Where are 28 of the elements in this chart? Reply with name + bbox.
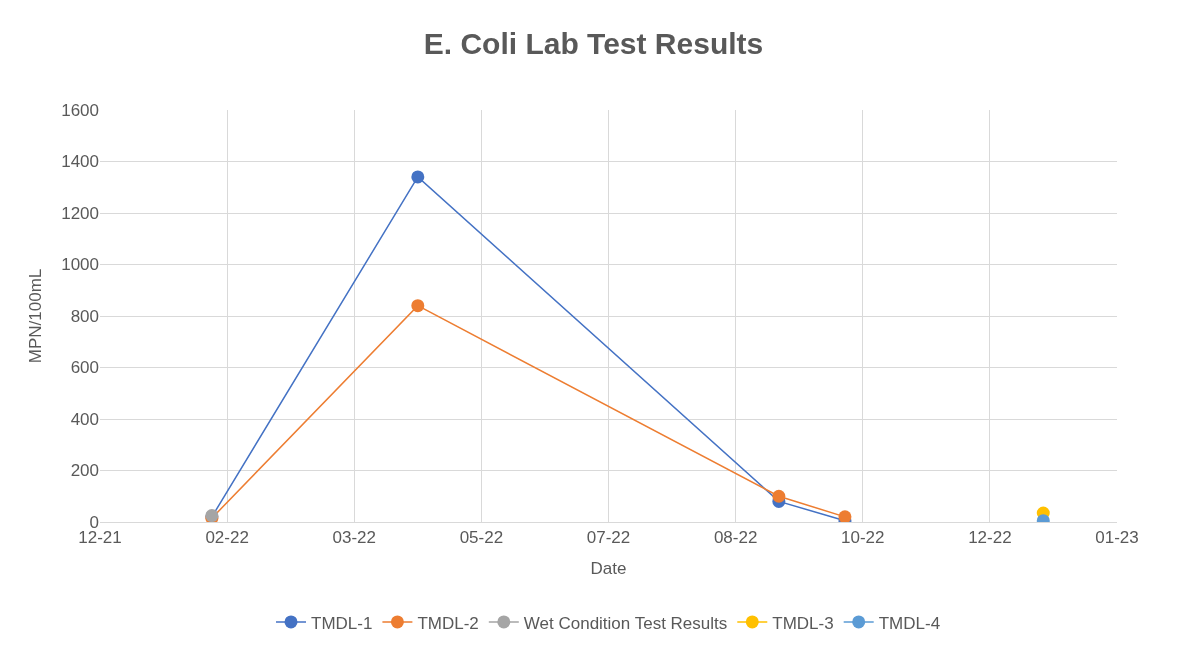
legend-label: Wet Condition Test Results: [523, 613, 728, 633]
legend-label: TMDL-3: [772, 613, 834, 633]
y-tick-label: 1200: [61, 203, 99, 223]
y-tick-label: 1400: [61, 152, 99, 172]
point: [838, 510, 852, 522]
point: [772, 489, 786, 503]
point: [411, 299, 425, 313]
x-tick-label: 01-23: [1095, 528, 1139, 548]
x-tick-label: 07-22: [586, 528, 631, 548]
x-axis-title: Date: [590, 558, 627, 578]
x-tick-label: 02-22: [205, 528, 249, 548]
legend-label: TMDL-4: [878, 613, 941, 633]
point: [411, 170, 425, 184]
legend-label: TMDL-1: [311, 613, 373, 633]
y-tick-label: 600: [70, 358, 99, 378]
x-tick-label: 12-22: [968, 528, 1012, 548]
y-tick-label: 800: [70, 306, 99, 326]
legend-label: TMDL-2: [417, 613, 479, 633]
y-axis-title: MPN/100mL: [25, 268, 45, 364]
x-tick-label: 10-22: [841, 528, 885, 548]
y-tick-label: 1600: [61, 100, 99, 120]
y-tick-label: 200: [70, 461, 99, 481]
x-tick-label: 05-22: [459, 528, 504, 548]
x-tick-label: 03-22: [332, 528, 376, 548]
chart-title: E. Coli Lab Test Results: [423, 26, 764, 60]
y-tick-label: 400: [70, 409, 99, 429]
y-tick-label: 1000: [61, 255, 99, 275]
x-tick-label: 08-22: [713, 528, 758, 548]
